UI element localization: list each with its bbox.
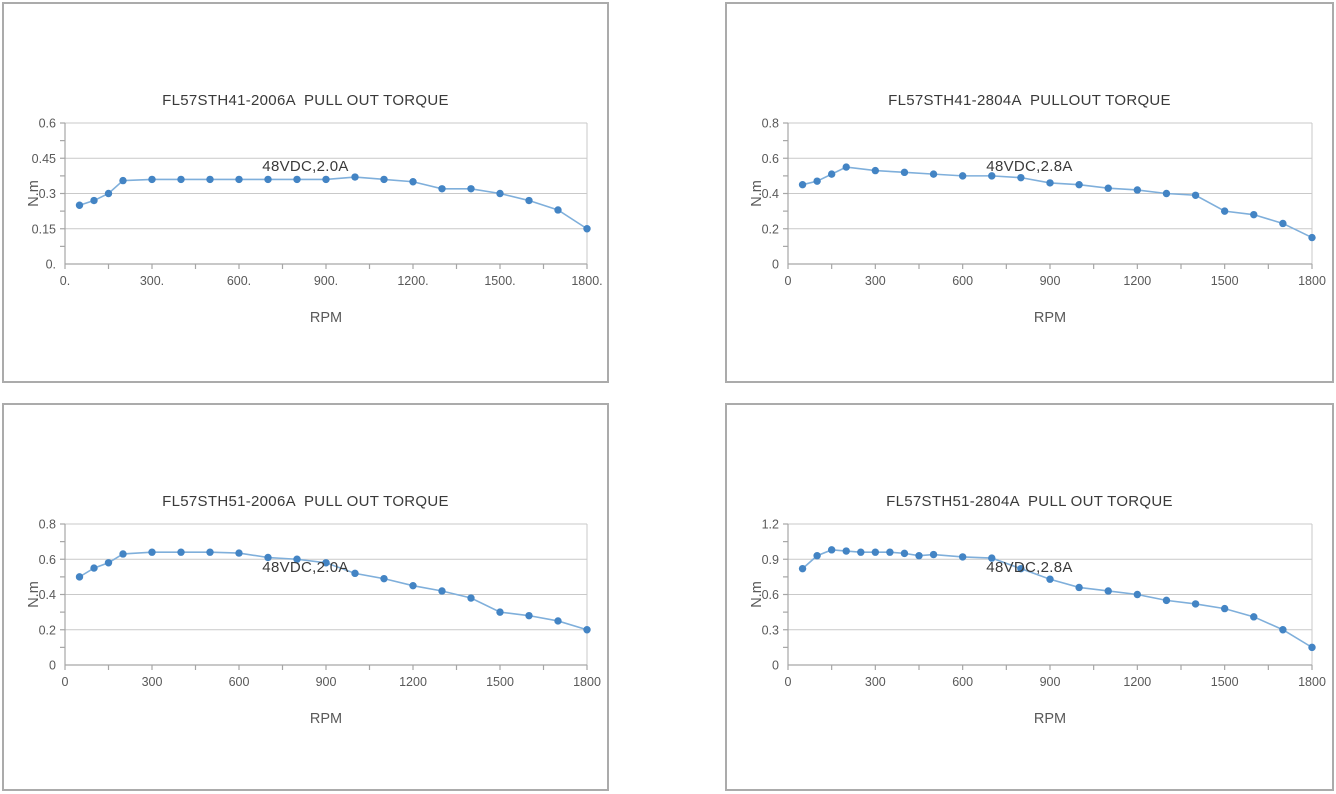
chart-title-block: FL57STH51-2006A PULL OUT TORQUE 48VDC,2.… (4, 447, 607, 623)
svg-text:900: 900 (1040, 675, 1061, 689)
svg-text:1800: 1800 (1298, 675, 1326, 689)
svg-text:0.45: 0.45 (32, 152, 56, 166)
svg-text:0.8: 0.8 (39, 518, 56, 532)
svg-text:300.: 300. (140, 274, 164, 288)
chart-subtitle: 48VDC,2.8A (986, 559, 1073, 576)
svg-text:0.3: 0.3 (762, 623, 779, 637)
chart-title: FL57STH41-2804A PULLOUT TORQUE (888, 92, 1171, 109)
svg-text:0: 0 (49, 659, 56, 673)
svg-text:300: 300 (865, 274, 886, 288)
chart-title-block: FL57STH41-2804A PULLOUT TORQUE 48VDC,2.8… (727, 46, 1332, 222)
svg-text:0.: 0. (46, 258, 56, 272)
chart-title-block: FL57STH51-2804A PULL OUT TORQUE 48VDC,2.… (727, 447, 1332, 623)
svg-text:0.4: 0.4 (39, 588, 56, 602)
svg-text:0: 0 (772, 659, 779, 673)
svg-text:RPM: RPM (310, 711, 342, 727)
svg-text:600: 600 (952, 274, 973, 288)
svg-text:300: 300 (142, 675, 163, 689)
svg-text:1800: 1800 (1298, 274, 1326, 288)
svg-text:600: 600 (229, 675, 250, 689)
chart-title: FL57STH51-2006A PULL OUT TORQUE (162, 493, 449, 510)
svg-text:RPM: RPM (1034, 711, 1066, 727)
svg-text:0.6: 0.6 (39, 553, 56, 567)
chart-subtitle: 48VDC,2.0A (262, 158, 349, 175)
chart-title: FL57STH51-2804A PULL OUT TORQUE (886, 493, 1173, 510)
svg-text:0.: 0. (60, 274, 70, 288)
plot-area: 0 300 600 900 1200 1500 1800 0 0.2 0.4 0.6 0.8 RPM N.… (26, 518, 601, 728)
svg-text:1200.: 1200. (397, 274, 428, 288)
svg-text:1800.: 1800. (571, 274, 602, 288)
chart-subtitle: 48VDC,2.0A (262, 559, 349, 576)
svg-text:0.2: 0.2 (39, 623, 56, 637)
chart-title-block: FL57STH41-2006A PULL OUT TORQUE 48VDC,2.… (4, 46, 607, 222)
svg-text:RPM: RPM (310, 310, 342, 326)
svg-text:0.9: 0.9 (762, 553, 779, 567)
svg-text:900.: 900. (314, 274, 338, 288)
svg-text:300: 300 (865, 675, 886, 689)
svg-text:N.m: N.m (26, 581, 42, 608)
svg-text:0.8: 0.8 (762, 117, 779, 131)
svg-text:600.: 600. (227, 274, 251, 288)
chart-subtitle: 48VDC,2.8A (986, 158, 1073, 175)
svg-text:0.4: 0.4 (762, 187, 779, 201)
svg-text:1200: 1200 (399, 675, 427, 689)
svg-text:N.m: N.m (749, 581, 765, 608)
chart-fl57sth41-2804a: FL57STH41-2804A PULLOUT TORQUE 48VDC,2.8… (725, 2, 1334, 383)
svg-text:0: 0 (772, 258, 779, 272)
chart-fl57sth51-2804a: FL57STH51-2804A PULL OUT TORQUE 48VDC,2.… (725, 403, 1334, 791)
chart-fl57sth41-2006a: FL57STH41-2006A PULL OUT TORQUE 48VDC,2.… (2, 2, 609, 383)
svg-text:600: 600 (952, 675, 973, 689)
svg-text:0.6: 0.6 (39, 117, 56, 131)
plot-area: 0. 300. 600. 900. 1200. 1500. 1800. 0. 0.15 0.3 0.… (26, 117, 603, 327)
svg-text:0.3: 0.3 (39, 187, 56, 201)
svg-text:1200: 1200 (1123, 274, 1151, 288)
plot-area: 0 300 600 900 1200 1500 1800 0 0.2 0.4 0.6 0.8 RPM N.… (749, 117, 1326, 327)
svg-text:0: 0 (785, 274, 792, 288)
svg-text:900: 900 (316, 675, 337, 689)
svg-text:N.m: N.m (749, 180, 765, 207)
svg-text:0: 0 (785, 675, 792, 689)
svg-text:1800: 1800 (573, 675, 601, 689)
svg-text:1.2: 1.2 (762, 518, 779, 532)
svg-text:0.2: 0.2 (762, 222, 779, 236)
svg-text:0.15: 0.15 (32, 222, 56, 236)
plot-area: 0 300 600 900 1200 1500 1800 0 0.3 0.6 0.9 1.2 RPM N.… (749, 518, 1326, 728)
svg-text:0.6: 0.6 (762, 152, 779, 166)
svg-text:0.6: 0.6 (762, 588, 779, 602)
svg-text:RPM: RPM (1034, 310, 1066, 326)
chart-title: FL57STH41-2006A PULL OUT TORQUE (162, 92, 449, 109)
svg-text:1500: 1500 (1211, 274, 1239, 288)
svg-text:1500.: 1500. (484, 274, 515, 288)
svg-text:1500: 1500 (486, 675, 514, 689)
svg-text:N.m: N.m (26, 180, 42, 207)
svg-text:0: 0 (62, 675, 69, 689)
chart-fl57sth51-2006a: FL57STH51-2006A PULL OUT TORQUE 48VDC,2.… (2, 403, 609, 791)
svg-text:1200: 1200 (1123, 675, 1151, 689)
svg-text:1500: 1500 (1211, 675, 1239, 689)
svg-text:900: 900 (1040, 274, 1061, 288)
